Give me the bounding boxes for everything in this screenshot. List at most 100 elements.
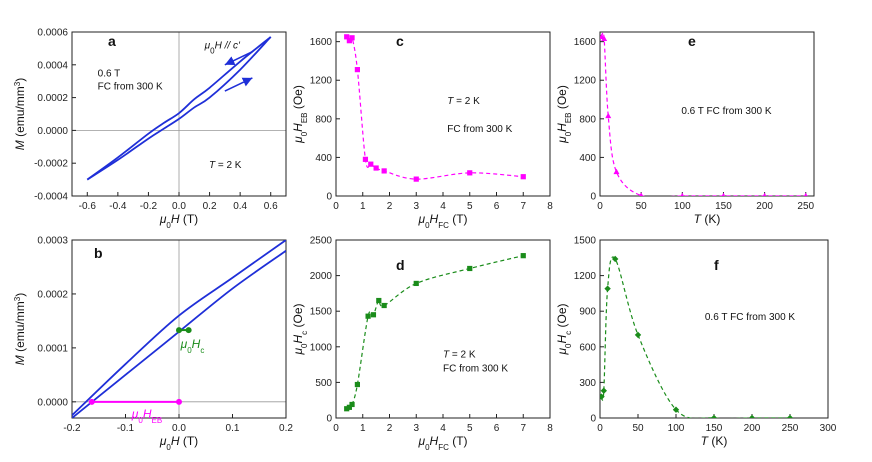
data-point: [600, 393, 605, 400]
data-point: [604, 285, 611, 292]
series-line: [346, 255, 524, 410]
panel-label: f: [714, 257, 719, 273]
data-point: [362, 156, 369, 162]
y-axis-label: μ0HEB (Oe): [555, 85, 573, 144]
series-line: [600, 256, 790, 418]
x-tick-label: 250: [797, 201, 814, 212]
data-point: [365, 313, 371, 319]
data-point: [600, 387, 607, 394]
y-axis-label: μ0Hc (Oe): [555, 303, 573, 355]
data-point: [344, 34, 350, 40]
x-tick-label: 8: [547, 201, 553, 212]
data-point: [613, 168, 620, 175]
marker-dot-Hc: [185, 327, 192, 334]
panel-f: 0 50 100 150 200 250 300 0 300 600 900 1200 1500 T (K…: [555, 236, 837, 449]
data-point: [354, 67, 360, 73]
x-axis-label: μ0HFC (T): [417, 212, 467, 230]
x-tick-label: 5: [467, 201, 473, 212]
data-point: [413, 176, 419, 182]
data-point: [762, 192, 767, 196]
y-tick-label: 600: [579, 342, 596, 353]
marker-label-Hc: μ0Hc: [180, 337, 205, 355]
data-layer: [600, 255, 794, 418]
y-tick-label: 800: [315, 114, 332, 125]
data-point: [349, 401, 355, 408]
data-layer: [86, 36, 272, 181]
x-tick-label: 150: [706, 423, 723, 434]
panel-e: 0 50 100 150 200 250 0 400 800 1200 1600 T (K) μ0HEB…: [555, 31, 815, 226]
data-point: [601, 35, 608, 41]
y-tick-label: 1600: [310, 37, 333, 48]
y-tick-label: -0.0004: [34, 192, 68, 203]
data-point: [376, 297, 382, 304]
x-tick-label: 1: [360, 423, 366, 434]
series-line: [346, 35, 524, 180]
data-point: [612, 255, 619, 263]
data-point: [349, 35, 355, 41]
y-tick-label: 0.0003: [37, 236, 68, 247]
x-tick-label: -0.2: [140, 201, 158, 212]
plot-frame: [335, 31, 551, 197]
x-tick-label: 5: [467, 423, 473, 434]
y-tick-label: 0.0006: [37, 28, 68, 39]
x-tick-label: 100: [668, 423, 685, 434]
panel-c: 0 1 2 3 4 5 6 7 8 0 400 800 1200 1600 μ0HFC (T) μ0HEB (…: [291, 31, 553, 230]
x-axis-label: μ0HFC (T): [417, 434, 467, 452]
x-tick-label: 4: [440, 201, 446, 212]
data-point: [373, 165, 379, 171]
y-tick-label: 400: [315, 153, 332, 164]
x-tick-label: -0.1: [117, 423, 135, 434]
y-tick-label: 1500: [574, 236, 597, 247]
y-tick-label: 800: [579, 114, 596, 125]
series-line: [86, 36, 272, 181]
annotation: T = 2 K: [447, 96, 480, 107]
x-axis-label: μ0H (T): [159, 434, 198, 452]
y-tick-label: 2000: [310, 271, 333, 282]
x-tick-label: 0.0: [172, 423, 186, 434]
y-axis-label: μ0Hc (Oe): [291, 303, 309, 355]
x-tick-label: 0.0: [172, 201, 186, 212]
y-tick-label: 1500: [310, 307, 333, 318]
series-line: [72, 240, 286, 416]
y-tick-label: 1200: [574, 76, 597, 87]
annotation: T = 2 K: [209, 160, 242, 171]
y-tick-label: 1600: [574, 37, 597, 48]
y-tick-label: 0.0002: [37, 289, 68, 300]
data-point: [346, 404, 352, 410]
marker-dot-HEB: [176, 398, 182, 405]
x-axis-label: T (K): [694, 212, 721, 226]
data-point: [634, 331, 642, 339]
annotation: FC from 300 K: [98, 81, 163, 92]
y-tick-label: 300: [579, 378, 596, 389]
data-point: [344, 406, 350, 412]
data-layer: [600, 32, 808, 196]
panel-label: b: [94, 245, 103, 261]
x-tick-label: 250: [782, 423, 799, 434]
y-tick-label: 0: [590, 414, 596, 425]
y-tick-label: 0.0001: [37, 343, 68, 354]
data-point: [520, 253, 526, 259]
x-tick-label: 6: [494, 423, 500, 434]
panel-a: -0.6 -0.4 -0.2 0.0 0.2 0.4 0.6 -0.0004 -0.0002 0.…: [13, 28, 287, 230]
annotation: T = 2 K: [443, 349, 476, 360]
x-tick-label: 0.1: [226, 423, 240, 434]
y-tick-label: 1000: [310, 342, 333, 353]
x-tick-label: -0.2: [63, 423, 81, 434]
panel-label: e: [688, 33, 696, 49]
panel-label: c: [396, 33, 404, 49]
y-tick-label: 400: [579, 153, 596, 164]
x-tick-label: -0.6: [79, 201, 97, 212]
data-point: [803, 192, 808, 196]
marker-label-HEB: μ0HEB: [131, 407, 162, 425]
x-tick-label: 3: [413, 201, 419, 212]
annotation: FC from 300 K: [443, 364, 508, 375]
data-point: [748, 414, 756, 418]
data-point: [672, 406, 680, 413]
y-tick-label: 0.0002: [37, 93, 68, 104]
x-tick-label: 200: [744, 423, 761, 434]
data-point: [467, 170, 473, 176]
marker-dot-HEB: [88, 398, 95, 405]
y-tick-label: 900: [579, 307, 596, 318]
data-point: [639, 192, 644, 196]
